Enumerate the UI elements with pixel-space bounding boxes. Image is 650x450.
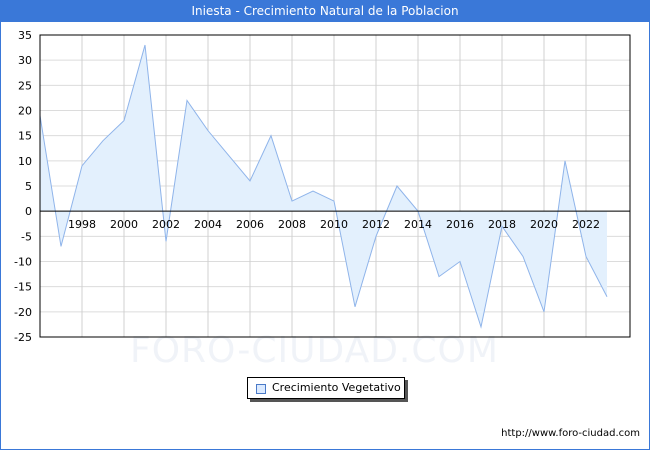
y-tick-label: 15	[18, 130, 32, 143]
y-tick-label: -15	[14, 281, 32, 294]
y-tick-label: -5	[21, 230, 32, 243]
x-tick-label: 2012	[362, 218, 390, 231]
x-tick-label: 2008	[278, 218, 306, 231]
x-tick-label: 2002	[152, 218, 180, 231]
y-tick-label: 0	[25, 205, 32, 218]
y-tick-label: 25	[18, 79, 32, 92]
x-tick-label: 2006	[236, 218, 264, 231]
y-tick-label: 20	[18, 105, 32, 118]
series-line	[39, 44, 608, 329]
y-tick-label: 35	[18, 29, 32, 42]
legend: Crecimiento Vegetativo	[247, 377, 405, 399]
chart-title: Iniesta - Crecimiento Natural de la Pobl…	[0, 0, 650, 22]
y-tick-label: 5	[25, 180, 32, 193]
x-tick-label: 2000	[110, 218, 138, 231]
legend-label: Crecimiento Vegetativo	[272, 381, 401, 394]
x-tick-label: 2018	[488, 218, 516, 231]
x-tick-label: 2004	[194, 218, 222, 231]
x-tick-label: 2016	[446, 218, 474, 231]
source-url: http://www.foro-ciudad.com	[501, 428, 640, 439]
y-tick-label: -10	[14, 256, 32, 269]
y-tick-label: -20	[14, 306, 32, 319]
x-tick-label: 2022	[572, 218, 600, 231]
legend-swatch-icon	[256, 384, 266, 394]
x-tick-label: 2020	[530, 218, 558, 231]
x-tick-label: 1998	[68, 218, 96, 231]
y-tick-label: 30	[18, 54, 32, 67]
y-tick-label: 10	[18, 155, 32, 168]
x-tick-label: 2010	[320, 218, 348, 231]
y-tick-label: -25	[14, 331, 32, 344]
area-fill	[40, 45, 607, 327]
x-tick-label: 2014	[404, 218, 432, 231]
